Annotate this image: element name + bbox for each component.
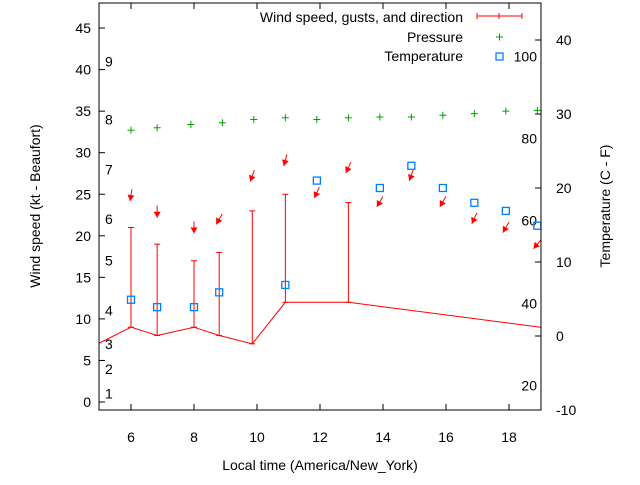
pressure-point — [187, 120, 195, 128]
wind-direction-arrowhead — [248, 174, 256, 182]
y2-tick-label: -10 — [556, 402, 576, 418]
x-tick-label: 6 — [127, 429, 135, 445]
wind-direction-arrowhead — [313, 191, 321, 199]
y-tick-label: 45 — [75, 20, 91, 36]
fahrenheit-label: 80 — [521, 130, 537, 146]
fahrenheit-label: 60 — [521, 213, 537, 229]
y2-tick-label: 0 — [556, 328, 564, 344]
wind-direction-arrowhead — [153, 211, 161, 218]
temperature-point — [312, 176, 322, 185]
y-tick-label: 25 — [75, 186, 91, 202]
pressure-point — [250, 115, 258, 123]
pressure-point — [533, 106, 541, 114]
legend-temperature-sample — [495, 52, 504, 61]
x-tick-label: 14 — [375, 429, 391, 445]
y-tick-label: 0 — [83, 394, 91, 410]
temperature-point — [152, 302, 162, 312]
pressure-point — [127, 126, 135, 134]
wind-direction-arrowhead — [533, 241, 541, 249]
pressure-point — [376, 113, 384, 121]
wind-direction-arrowhead — [281, 159, 289, 166]
beaufort-label: 9 — [105, 53, 113, 69]
wind-direction-arrowhead — [216, 217, 223, 225]
x-tick-label: 10 — [249, 429, 265, 445]
pressure-point — [153, 124, 161, 132]
y-tick-label: 35 — [75, 103, 91, 119]
beaufort-label: 4 — [105, 303, 113, 319]
y-tick-label: 30 — [75, 145, 91, 161]
x-tick-label: 8 — [190, 429, 198, 445]
y2-tick-label: 30 — [556, 106, 572, 122]
pressure-point — [439, 111, 447, 119]
legend-temperature-label: Temperature — [384, 48, 463, 64]
temperature-point — [375, 183, 385, 193]
wind-speed-line — [99, 301, 541, 345]
y-tick-label: 15 — [75, 269, 91, 285]
temperature-point — [215, 288, 224, 297]
temperature-point — [438, 183, 448, 193]
y-axis-label: Wind speed (kt - Beaufort) — [27, 124, 43, 287]
beaufort-label: 2 — [105, 361, 113, 377]
legend-wind-sample — [476, 13, 523, 19]
wind-direction-arrowhead — [439, 199, 446, 207]
y2-axis-label: Temperature (C - F) — [597, 145, 613, 268]
y2-tick-label: 10 — [556, 254, 572, 270]
temperature-point — [407, 161, 416, 170]
y-tick-label: 20 — [75, 228, 91, 244]
pressure-point — [281, 114, 289, 122]
wind-direction-arrowhead — [127, 194, 135, 201]
x-tick-label: 18 — [501, 429, 517, 445]
beaufort-label: 1 — [105, 386, 113, 402]
beaufort-label: 6 — [105, 211, 113, 227]
temperature-point — [126, 295, 136, 304]
fahrenheit-label: 20 — [521, 378, 537, 394]
y-tick-label: 10 — [75, 311, 91, 327]
pressure-point — [502, 107, 510, 115]
y-tick-label: 5 — [83, 352, 91, 368]
y2-tick-label: 20 — [556, 180, 572, 196]
fahrenheit-label: 40 — [521, 295, 537, 311]
wind-direction-arrowhead — [190, 227, 198, 234]
wind-direction-arrowhead — [345, 166, 352, 174]
pressure-point — [470, 110, 478, 118]
pressure-point — [344, 114, 352, 122]
beaufort-label: 3 — [105, 336, 113, 352]
fahrenheit-label: 100 — [514, 48, 538, 64]
legend-pressure-sample — [496, 33, 503, 41]
legend-wind-label: Wind speed, gusts, and direction — [260, 9, 463, 25]
beaufort-label: 7 — [105, 161, 113, 177]
pressure-point — [407, 113, 415, 121]
temperature-point — [281, 280, 290, 290]
plot-frame — [98, 2, 542, 411]
x-tick-label: 12 — [312, 429, 328, 445]
legend-pressure-label: Pressure — [407, 29, 463, 45]
x-tick-label: 16 — [438, 429, 454, 445]
plot-marks: 6 8 10 12 14 16 18051015202530354045-100102030… — [75, 3, 576, 445]
y-tick-label: 40 — [75, 62, 91, 78]
temperature-point — [501, 206, 511, 216]
beaufort-label: 8 — [105, 111, 113, 127]
x-axis-label: Local time (America/New_York) — [222, 457, 418, 473]
beaufort-label: 5 — [105, 253, 113, 269]
pressure-point — [313, 115, 321, 123]
temperature-point — [189, 302, 199, 312]
wind-direction-arrowhead — [408, 173, 415, 181]
pressure-point — [218, 119, 226, 127]
y2-tick-label: 40 — [556, 32, 572, 48]
temperature-point — [470, 198, 479, 207]
wind-direction-arrowhead — [376, 199, 383, 207]
wind-direction-arrowhead — [471, 216, 478, 224]
wind-direction-arrowhead — [502, 225, 509, 233]
